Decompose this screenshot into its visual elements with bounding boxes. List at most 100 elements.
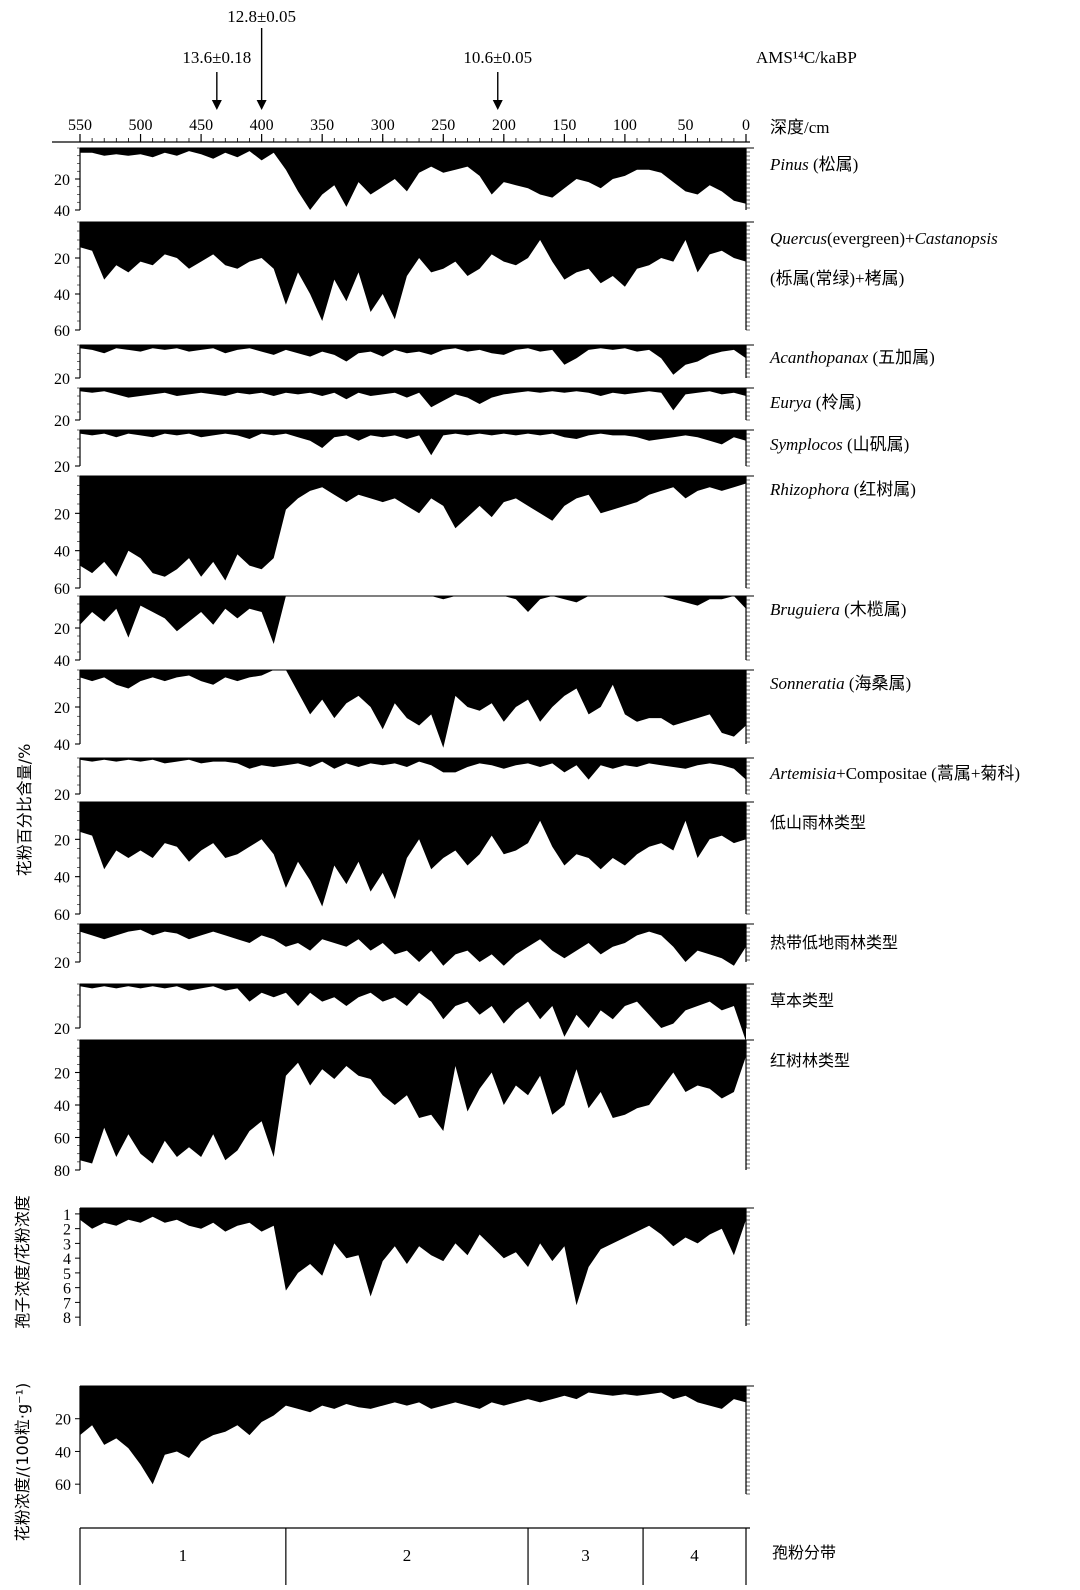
- series-label-part: (红树属): [849, 480, 916, 499]
- date-label: 13.6±0.18: [182, 48, 251, 67]
- ratio-y-tick-label: 2: [63, 1222, 71, 1239]
- series-area-acanthopanax: [80, 345, 746, 375]
- series-label-tropical_lowland: 热带低地雨林类型: [770, 933, 898, 952]
- depth-tick-label: 250: [431, 117, 455, 134]
- series-label-part: (山矾属): [843, 435, 910, 454]
- depth-axis-label: 深度/cm: [770, 118, 830, 137]
- y-tick-label-pinus: 40: [54, 203, 70, 220]
- y-tick-label-sonneratia: 40: [54, 737, 70, 754]
- date-arrow-head: [492, 100, 503, 110]
- series-area-tropical_lowland: [80, 924, 746, 966]
- date-arrow-head: [211, 100, 222, 110]
- ratio-y-tick-label: 5: [63, 1266, 71, 1283]
- panel-sonneratia: 20 40 Sonneratia (海桑属): [54, 669, 911, 754]
- y-tick-label-lowland_montane: 60: [54, 907, 70, 924]
- series-area-pollen-concentration: [80, 1386, 746, 1485]
- series-label-part: (五加属): [868, 348, 935, 367]
- depth-tick-label: 400: [250, 117, 274, 134]
- series-label-eurya: Eurya (柃属): [769, 393, 861, 412]
- y-tick-label-lowland_montane: 40: [54, 870, 70, 887]
- y-tick-label-mangrove: 40: [54, 1098, 70, 1115]
- y-tick-label-artemisia: 20: [54, 787, 70, 804]
- series-area-rhizophora: [80, 476, 746, 581]
- series-label-rhizophora: Rhizophora (红树属): [769, 480, 916, 499]
- series-area-artemisia: [80, 758, 746, 780]
- series-label-bruguiera: Bruguiera (木榄属): [770, 600, 906, 619]
- series-label-part: Acanthopanax: [769, 348, 869, 367]
- y-tick-label-bruguiera: 20: [54, 621, 70, 638]
- panel-acanthopanax: 20 Acanthopanax (五加属): [54, 344, 935, 388]
- panel-eurya: 20 Eurya (柃属): [54, 387, 861, 430]
- y-tick-label-herbs: 20: [54, 1021, 70, 1038]
- y-tick-label-quercus: 40: [54, 287, 70, 304]
- panel-tropical_lowland: 20 热带低地雨林类型: [54, 923, 898, 972]
- date-arrow-head: [256, 100, 267, 110]
- series-label-part: Rhizophora: [769, 480, 849, 499]
- series-label-part: (柃属): [812, 393, 862, 412]
- panel-mangrove: 20 40 60 80 红树林类型: [54, 1039, 850, 1180]
- series-label-quercus: Quercus(evergreen)+Castanopsis: [770, 229, 998, 248]
- depth-tick-label: 50: [677, 117, 693, 134]
- depth-tick-label: 300: [371, 117, 395, 134]
- series-label-mangrove: 红树林类型: [770, 1051, 850, 1070]
- panel-lowland_montane: 20 40 60 低山雨林类型: [54, 801, 866, 924]
- pollen-concentration-ylabel: 花粉浓度/(100粒·g⁻¹): [13, 1383, 32, 1542]
- zone-label: 4: [690, 1546, 699, 1565]
- series-area-spore-pollen-ratio: [80, 1208, 746, 1306]
- panel-quercus: 20 40 60 Quercus(evergreen)+Castanopsis (栎属(…: [54, 221, 998, 340]
- series-label-pinus: Pinus (松属): [769, 155, 858, 174]
- pollen-percentage-ylabel: 花粉百分比含量/%: [15, 744, 34, 877]
- ratio-y-tick-label: 6: [63, 1281, 71, 1298]
- series-label-part: Pinus: [769, 155, 809, 174]
- date-label: 10.6±0.05: [463, 48, 532, 67]
- ratio-y-tick-label: 7: [63, 1295, 71, 1312]
- y-tick-label-mangrove: 20: [54, 1066, 70, 1083]
- y-tick-label-rhizophora: 40: [54, 544, 70, 561]
- series-label-artemisia: Artemisia+Compositae (蒿属+菊科): [769, 764, 1020, 783]
- panel-herbs: 20 草本类型: [54, 983, 834, 1042]
- depth-tick-label: 550: [68, 117, 92, 134]
- series-area-eurya: [80, 388, 746, 411]
- y-tick-label-eurya: 20: [54, 413, 70, 430]
- series-label-sonneratia: Sonneratia (海桑属): [770, 674, 911, 693]
- series-area-sonneratia: [80, 670, 746, 748]
- zone-label: 3: [581, 1546, 590, 1565]
- ratio-y-tick-label: 8: [63, 1310, 71, 1327]
- y-tick-label-pinus: 20: [54, 172, 70, 189]
- y-tick-label-quercus: 60: [54, 323, 70, 340]
- series-area-herbs: [80, 984, 746, 1042]
- y-tick-label-mangrove: 60: [54, 1131, 70, 1148]
- depth-tick-label: 500: [129, 117, 153, 134]
- series-label-part: (evergreen)+: [827, 229, 915, 248]
- y-tick-label-rhizophora: 20: [54, 506, 70, 523]
- series-area-quercus: [80, 222, 746, 321]
- series-area-pinus: [80, 148, 746, 210]
- y-tick-label-quercus: 20: [54, 251, 70, 268]
- zone-label: 2: [403, 1546, 412, 1565]
- series-label-line2-quercus: (栎属(常绿)+栲属): [770, 269, 904, 288]
- y-tick-label-symplocos: 20: [54, 459, 70, 476]
- date-label: 12.8±0.05: [227, 7, 296, 26]
- pollen-conc-y-tick-label: 20: [55, 1412, 71, 1429]
- depth-tick-label: 0: [742, 117, 750, 134]
- series-label-part: Quercus: [770, 229, 827, 248]
- series-label-part: Artemisia: [769, 764, 836, 783]
- age-label: AMS¹⁴C/kaBP: [756, 48, 857, 67]
- series-label-part: (松属): [809, 155, 859, 174]
- series-label-part: (海桑属): [845, 674, 912, 693]
- ratio-y-tick-label: 3: [63, 1236, 71, 1253]
- panel-symplocos: 20 Symplocos (山矾属): [54, 429, 910, 476]
- series-area-lowland_montane: [80, 802, 746, 907]
- zone-label: 1: [179, 1546, 188, 1565]
- depth-tick-label: 450: [189, 117, 213, 134]
- y-tick-label-acanthopanax: 20: [54, 371, 70, 388]
- series-label-part: Sonneratia: [770, 674, 845, 693]
- pollen-conc-y-tick-label: 40: [55, 1444, 71, 1461]
- series-label-part: +Compositae (蒿属+菊科): [836, 764, 1020, 783]
- y-tick-label-tropical_lowland: 20: [54, 955, 70, 972]
- depth-tick-label: 350: [310, 117, 334, 134]
- y-tick-label-lowland_montane: 20: [54, 832, 70, 849]
- series-label-part: Bruguiera: [770, 600, 840, 619]
